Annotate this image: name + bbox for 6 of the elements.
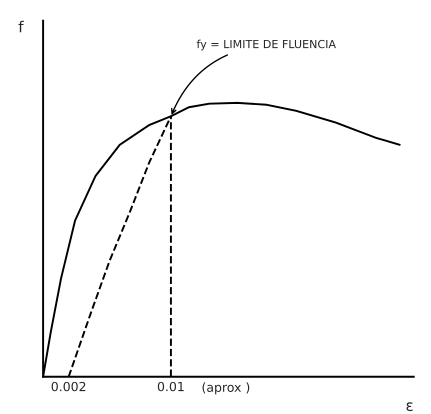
x-axis-title: ε <box>406 402 413 412</box>
annotation: fy = LIMITE DE FLUENCIA <box>196 40 336 50</box>
x-tick-label: 0.01 <box>158 382 184 392</box>
x-tick-label: 0.002 <box>52 382 86 392</box>
y-axis-title: f <box>18 20 24 32</box>
text: (aprox ) <box>202 382 250 394</box>
